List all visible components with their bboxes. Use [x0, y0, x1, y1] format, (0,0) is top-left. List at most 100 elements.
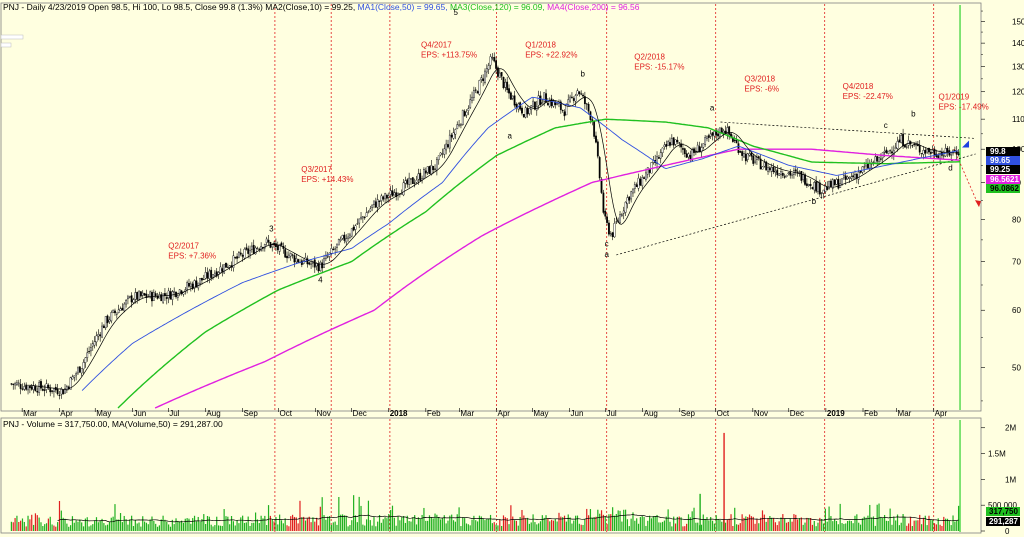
volume-bar — [896, 514, 899, 531]
volume-bar — [543, 517, 545, 531]
time-tick-label: Mar — [23, 409, 37, 418]
volume-bar — [800, 517, 802, 531]
volume-bar — [210, 524, 212, 531]
volume-bar — [576, 515, 579, 531]
volume-bar — [406, 515, 408, 531]
price-tick-label: 70 — [1012, 258, 1021, 267]
volume-bar — [79, 519, 81, 531]
volume-bar — [236, 520, 238, 531]
candle-body — [374, 201, 377, 208]
candle-body — [226, 266, 229, 268]
volume-bar — [641, 516, 643, 531]
volume-bar — [495, 524, 497, 531]
volume-bar — [697, 522, 699, 531]
volume-bar — [813, 520, 815, 531]
volume-value-tag — [986, 507, 1020, 516]
volume-bar — [232, 521, 234, 531]
volume-bar — [922, 517, 925, 531]
candle-body — [236, 256, 238, 259]
volume-bar — [267, 505, 270, 531]
candle-body — [223, 264, 226, 274]
volume-bar — [586, 508, 588, 531]
candle-body — [178, 289, 181, 295]
volume-bar — [580, 524, 582, 531]
candle-body — [373, 200, 375, 205]
volume-bar — [53, 525, 55, 531]
candle-body — [90, 347, 92, 352]
volume-bar — [197, 516, 199, 531]
candle-body — [219, 266, 222, 273]
volume-bar — [132, 526, 135, 531]
candle-body — [324, 255, 327, 259]
candle-body — [467, 108, 470, 111]
candle-body — [19, 384, 22, 389]
volume-bar — [604, 516, 606, 531]
candle-body — [826, 186, 829, 190]
candle-body — [110, 312, 113, 322]
candle-body — [946, 147, 949, 153]
volume-bar — [600, 510, 603, 531]
candle-body — [874, 156, 877, 163]
candle-body — [780, 171, 782, 176]
quarter-lines — [274, 4, 961, 532]
eps-annotation-text: Q3/2017 — [301, 165, 332, 174]
volume-bar — [432, 518, 434, 531]
candle-body — [354, 225, 357, 230]
volume-bar — [550, 519, 553, 531]
time-tick-label: Dec — [353, 409, 367, 418]
volume-bar — [710, 517, 712, 531]
candle-body — [898, 139, 901, 143]
candle-body — [478, 80, 481, 95]
candle-body — [583, 96, 586, 105]
candle-body — [561, 109, 564, 111]
volume-bar — [421, 514, 423, 531]
candle-body — [794, 169, 797, 172]
volume-bar — [654, 516, 656, 531]
price-chart-title: PNJ - Daily 4/23/2019 Open 98.5, Hi 100,… — [3, 2, 640, 12]
candle-body — [448, 134, 451, 149]
volume-bar — [388, 514, 390, 531]
volume-bar — [208, 516, 210, 531]
candle-body — [554, 101, 557, 105]
volume-value-label: 291,287 — [989, 517, 1018, 526]
candle-body — [526, 107, 529, 115]
volume-bar — [569, 517, 571, 531]
candle-body — [469, 99, 472, 108]
candle-body — [848, 177, 851, 179]
volume-bar — [434, 513, 436, 531]
volume-bar — [937, 518, 939, 531]
volume-bar — [375, 526, 377, 531]
volume-bar — [45, 523, 48, 531]
volume-bar — [558, 512, 560, 531]
candle-body — [43, 389, 46, 391]
candle-body — [665, 143, 668, 147]
volume-bar — [815, 526, 817, 531]
candle-body — [447, 144, 449, 148]
eps-annotation-text: EPS: -17.49% — [938, 103, 988, 112]
volume-bar — [760, 517, 762, 531]
candle-body — [608, 222, 610, 235]
eps-annotation-text: Q2/2018 — [634, 52, 665, 61]
indicator-box — [0, 42, 12, 48]
volume-bar — [510, 505, 512, 531]
volume-bar — [415, 524, 418, 531]
volume-bar — [452, 520, 455, 531]
time-tick-label: Oct — [279, 409, 292, 418]
candle-body — [815, 181, 818, 192]
candle-body — [287, 254, 290, 259]
volume-bar — [778, 521, 780, 531]
price-tag-label: 96.5621 — [990, 175, 1019, 184]
volume-bar — [671, 526, 673, 531]
volume-bar — [279, 514, 281, 531]
volume-bar — [362, 524, 364, 531]
candle-body — [778, 173, 781, 176]
candle-body — [75, 373, 78, 376]
volume-bar — [928, 515, 930, 531]
volume-bar — [275, 517, 277, 531]
volume-bar — [225, 516, 227, 531]
volume-bar — [610, 514, 612, 531]
candle-body — [852, 175, 855, 178]
candle-body — [800, 171, 803, 181]
candle-body — [145, 293, 148, 298]
candle-body — [434, 168, 436, 170]
